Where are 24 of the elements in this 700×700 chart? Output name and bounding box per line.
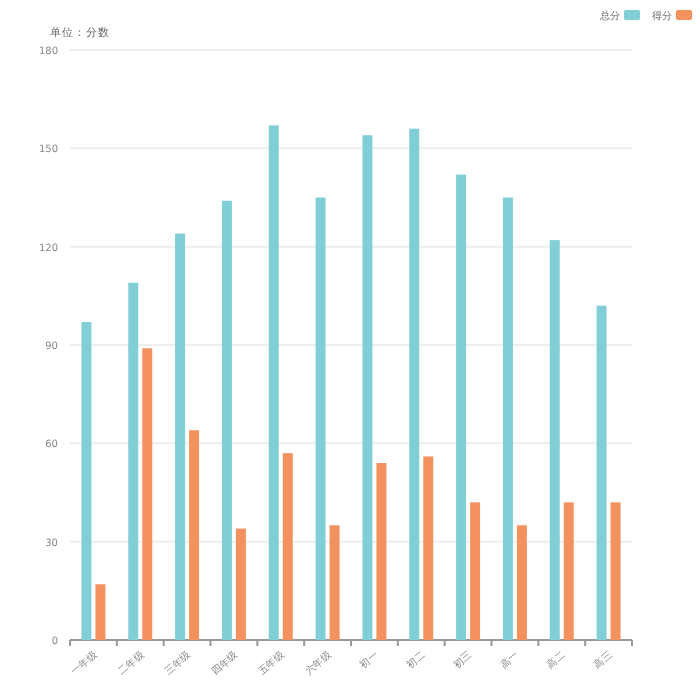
bar <box>502 197 513 640</box>
bar <box>142 348 153 640</box>
bar <box>456 174 467 640</box>
bar <box>596 305 607 640</box>
bar <box>128 282 139 640</box>
bar <box>470 502 481 640</box>
bar <box>409 128 420 640</box>
bar <box>315 197 326 640</box>
bar <box>329 525 340 640</box>
bar <box>376 463 387 640</box>
bar <box>268 125 279 640</box>
bar <box>95 584 106 640</box>
bar <box>235 528 246 640</box>
bar <box>282 453 293 640</box>
bar <box>423 456 434 640</box>
bar <box>563 502 574 640</box>
bar <box>221 200 232 640</box>
bar <box>549 240 560 640</box>
bar <box>610 502 621 640</box>
bar <box>81 322 92 640</box>
bar <box>175 233 186 640</box>
bar <box>516 525 527 640</box>
bar <box>189 430 200 640</box>
bar <box>362 135 373 640</box>
